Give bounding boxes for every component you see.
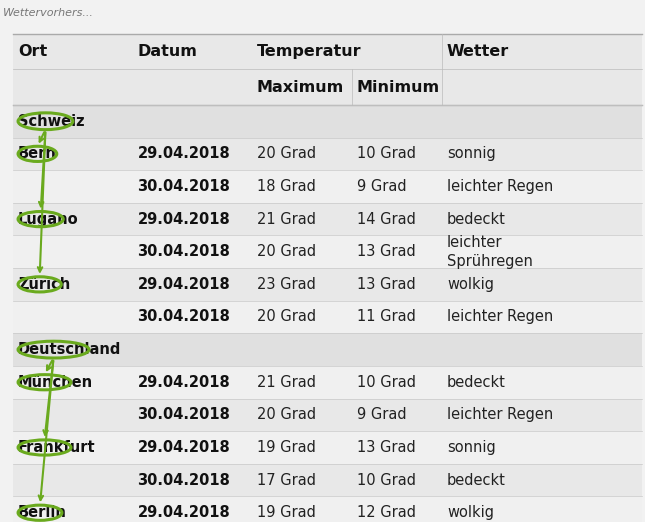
Text: 13 Grad: 13 Grad bbox=[357, 244, 415, 259]
Text: 30.04.2018: 30.04.2018 bbox=[137, 407, 230, 422]
Text: leichter Regen: leichter Regen bbox=[447, 310, 553, 325]
Text: 13 Grad: 13 Grad bbox=[357, 440, 415, 455]
Text: Temperatur: Temperatur bbox=[257, 44, 361, 59]
Text: 9 Grad: 9 Grad bbox=[357, 179, 406, 194]
Text: Berlin: Berlin bbox=[18, 505, 67, 520]
Text: 29.04.2018: 29.04.2018 bbox=[137, 146, 230, 161]
Text: wolkig: wolkig bbox=[447, 277, 494, 292]
Text: Datum: Datum bbox=[137, 44, 197, 59]
FancyBboxPatch shape bbox=[13, 34, 642, 105]
Text: Ort: Ort bbox=[18, 44, 47, 59]
Text: Maximum: Maximum bbox=[257, 80, 344, 94]
FancyBboxPatch shape bbox=[13, 203, 642, 235]
FancyBboxPatch shape bbox=[13, 137, 642, 170]
Text: Minimum: Minimum bbox=[357, 80, 440, 94]
Text: 20 Grad: 20 Grad bbox=[257, 244, 316, 259]
Text: bedeckt: bedeckt bbox=[447, 211, 506, 227]
Text: 29.04.2018: 29.04.2018 bbox=[137, 211, 230, 227]
Text: Zürich: Zürich bbox=[18, 277, 70, 292]
FancyBboxPatch shape bbox=[13, 496, 642, 522]
Text: Lugano: Lugano bbox=[18, 211, 79, 227]
Text: 30.04.2018: 30.04.2018 bbox=[137, 310, 230, 325]
Text: 30.04.2018: 30.04.2018 bbox=[137, 472, 230, 488]
Text: 20 Grad: 20 Grad bbox=[257, 146, 316, 161]
Text: sonnig: sonnig bbox=[447, 146, 496, 161]
Text: Deutschland: Deutschland bbox=[18, 342, 121, 357]
Text: 10 Grad: 10 Grad bbox=[357, 146, 415, 161]
Text: Schweiz: Schweiz bbox=[18, 114, 84, 129]
Text: wolkig: wolkig bbox=[447, 505, 494, 520]
Text: 12 Grad: 12 Grad bbox=[357, 505, 415, 520]
Text: 30.04.2018: 30.04.2018 bbox=[137, 244, 230, 259]
Text: 21 Grad: 21 Grad bbox=[257, 375, 315, 390]
Text: 21 Grad: 21 Grad bbox=[257, 211, 315, 227]
Text: 13 Grad: 13 Grad bbox=[357, 277, 415, 292]
Text: Wetter: Wetter bbox=[447, 44, 510, 59]
Text: 30.04.2018: 30.04.2018 bbox=[137, 179, 230, 194]
FancyBboxPatch shape bbox=[13, 301, 642, 333]
Text: 11 Grad: 11 Grad bbox=[357, 310, 415, 325]
FancyBboxPatch shape bbox=[13, 268, 642, 301]
Text: Wettervorhers...: Wettervorhers... bbox=[3, 8, 94, 18]
FancyBboxPatch shape bbox=[13, 333, 642, 366]
FancyBboxPatch shape bbox=[13, 464, 642, 496]
Text: 29.04.2018: 29.04.2018 bbox=[137, 375, 230, 390]
Text: 18 Grad: 18 Grad bbox=[257, 179, 315, 194]
Text: 14 Grad: 14 Grad bbox=[357, 211, 415, 227]
Text: 19 Grad: 19 Grad bbox=[257, 505, 315, 520]
Text: Frankfurt: Frankfurt bbox=[18, 440, 95, 455]
Text: 10 Grad: 10 Grad bbox=[357, 472, 415, 488]
Text: 10 Grad: 10 Grad bbox=[357, 375, 415, 390]
Text: leichter
Sprühregen: leichter Sprühregen bbox=[447, 235, 533, 268]
FancyBboxPatch shape bbox=[13, 105, 642, 137]
FancyBboxPatch shape bbox=[13, 235, 642, 268]
Text: 17 Grad: 17 Grad bbox=[257, 472, 315, 488]
FancyBboxPatch shape bbox=[13, 399, 642, 431]
Text: bedeckt: bedeckt bbox=[447, 375, 506, 390]
Text: 20 Grad: 20 Grad bbox=[257, 310, 316, 325]
FancyBboxPatch shape bbox=[13, 431, 642, 464]
FancyBboxPatch shape bbox=[13, 170, 642, 203]
Text: sonnig: sonnig bbox=[447, 440, 496, 455]
Text: bedeckt: bedeckt bbox=[447, 472, 506, 488]
Text: München: München bbox=[18, 375, 93, 390]
Text: 20 Grad: 20 Grad bbox=[257, 407, 316, 422]
Text: 23 Grad: 23 Grad bbox=[257, 277, 315, 292]
Text: 29.04.2018: 29.04.2018 bbox=[137, 440, 230, 455]
Text: 9 Grad: 9 Grad bbox=[357, 407, 406, 422]
Text: 29.04.2018: 29.04.2018 bbox=[137, 505, 230, 520]
FancyBboxPatch shape bbox=[13, 366, 642, 399]
Text: leichter Regen: leichter Regen bbox=[447, 407, 553, 422]
Text: leichter Regen: leichter Regen bbox=[447, 179, 553, 194]
Text: 19 Grad: 19 Grad bbox=[257, 440, 315, 455]
Text: Bern: Bern bbox=[18, 146, 57, 161]
Text: 29.04.2018: 29.04.2018 bbox=[137, 277, 230, 292]
